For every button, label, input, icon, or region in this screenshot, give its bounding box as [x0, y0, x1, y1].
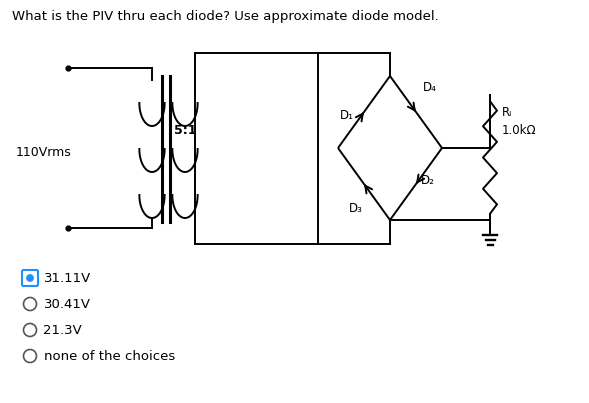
Circle shape [26, 274, 34, 282]
Bar [195, 53, 318, 244]
Text: Rₗ: Rₗ [502, 106, 512, 120]
Text: D₃: D₃ [349, 202, 363, 215]
Text: 1.0kΩ: 1.0kΩ [502, 125, 537, 137]
Text: none of the choices: none of the choices [44, 349, 175, 363]
Text: 31.11V: 31.11V [44, 272, 91, 285]
Text: What is the PIV thru each diode? Use approximate diode model.: What is the PIV thru each diode? Use app… [12, 10, 439, 23]
FancyBboxPatch shape [22, 270, 38, 286]
Text: 5:1: 5:1 [174, 125, 197, 137]
Text: D₂: D₂ [421, 174, 435, 187]
Text: 110Vrms: 110Vrms [16, 145, 72, 158]
Text: 21.3V: 21.3V [44, 324, 82, 337]
Text: D₄: D₄ [422, 81, 436, 93]
Text: 30.41V: 30.41V [44, 297, 91, 310]
Text: D₁: D₁ [340, 109, 354, 123]
